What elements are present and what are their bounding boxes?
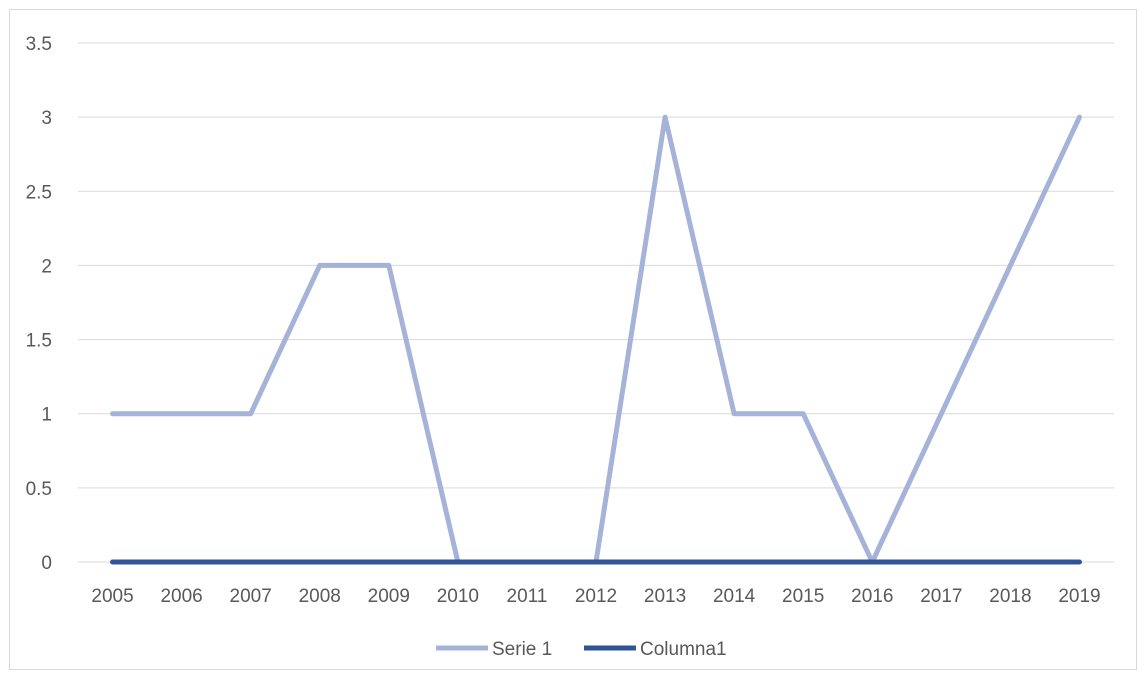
y-tick-label: 0.5 bbox=[26, 479, 52, 500]
x-tick-label: 2006 bbox=[160, 586, 202, 607]
y-tick-label: 1 bbox=[41, 405, 52, 426]
legend-label: Serie 1 bbox=[492, 639, 552, 660]
y-tick-label: 0 bbox=[41, 553, 52, 574]
y-tick-label: 3.5 bbox=[26, 34, 52, 55]
y-tick-label: 2.5 bbox=[26, 182, 52, 203]
x-tick-label: 2015 bbox=[782, 586, 824, 607]
x-tick-label: 2016 bbox=[851, 586, 893, 607]
x-tick-label: 2017 bbox=[920, 586, 962, 607]
x-tick-label: 2014 bbox=[713, 586, 756, 607]
x-tick-label: 2005 bbox=[91, 586, 133, 607]
x-tick-label: 2019 bbox=[1058, 586, 1100, 607]
y-tick-label: 2 bbox=[41, 256, 52, 277]
x-tick-label: 2013 bbox=[644, 586, 686, 607]
x-axis-tick-labels: 2005 2006 2007 2008 2009 2010 2011 2012 2013 2014… bbox=[91, 586, 1100, 607]
y-tick-label: 3 bbox=[41, 108, 52, 129]
x-tick-label: 2009 bbox=[368, 586, 410, 607]
x-tick-label: 2011 bbox=[507, 586, 548, 607]
x-tick-label: 2007 bbox=[230, 586, 272, 607]
x-tick-label: 2012 bbox=[575, 586, 617, 607]
gridlines bbox=[78, 42, 1114, 563]
series-lines bbox=[110, 114, 1082, 565]
legend-label: Columna1 bbox=[640, 639, 727, 660]
legend: Serie 1 Columna1 bbox=[436, 639, 727, 660]
x-tick-label: 2008 bbox=[299, 586, 341, 607]
y-tick-label: 1.5 bbox=[26, 331, 52, 352]
x-tick-label: 2010 bbox=[437, 586, 479, 607]
x-tick-label: 2018 bbox=[989, 586, 1031, 607]
y-axis-tick-labels: 0 0.5 1 1.5 2 2.5 3 3.5 bbox=[26, 34, 52, 574]
